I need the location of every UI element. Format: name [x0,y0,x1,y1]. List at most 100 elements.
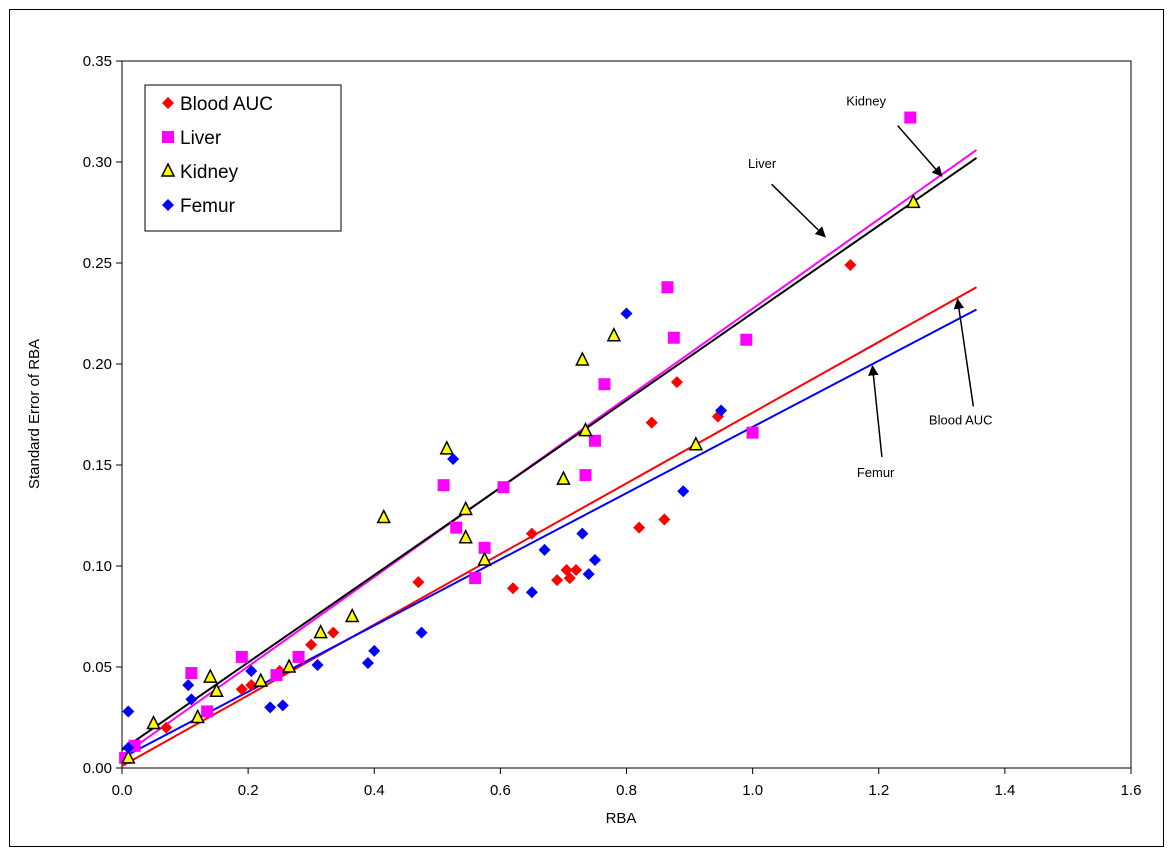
x-tick-label: 1.2 [868,782,889,799]
point-femur [525,586,538,599]
x-tick-label: 0.0 [112,782,133,799]
point-blood-auc [506,582,519,595]
x-tick-label: 0.2 [238,782,259,799]
point-kidney [477,551,492,566]
point-kidney [906,193,921,209]
point-femur [582,568,595,581]
point-blood-auc [658,513,671,526]
point-blood-auc [563,572,576,585]
legend-label-liver: Liver [180,128,222,149]
legend-label-femur: Femur [180,196,236,217]
point-femur [245,665,258,678]
point-blood-auc [235,683,248,696]
legend-marker-liver [162,131,174,143]
point-blood-auc [245,679,258,692]
annotation-arrow-liver [771,183,826,238]
point-femur [361,656,374,669]
point-blood-auc [327,626,340,639]
legend-marker-blood-auc [162,97,174,109]
point-kidney [376,508,391,524]
point-liver [450,521,463,534]
y-tick-label: 0.25 [83,255,112,272]
point-kidney [556,470,571,485]
point-femur [182,679,195,692]
point-kidney [281,658,297,673]
legend-box [144,84,342,232]
legend-marker-femur [162,199,174,211]
x-tick-label: 1.4 [994,782,1015,799]
point-liver [904,111,917,124]
legend: Blood AUC Liver Kidney Femur [144,84,342,232]
y-tick-label: 0.20 [83,356,112,373]
y-tick-label: 0.10 [83,558,112,575]
y-tick-label: 0.35 [83,53,112,70]
point-liver [437,479,450,492]
point-kidney [575,351,590,366]
point-blood-auc [551,574,564,587]
point-blood-auc [645,416,658,429]
scatter-chart: 0.0 0.2 0.4 0.6 0.8 1.0 1.2 1.4 1.6 0.00 0.05 0.10 0… [26,53,1142,827]
point-kidney [688,436,704,451]
annotation-label-kidney: Kidney [846,93,886,108]
point-blood-auc [570,564,583,577]
point-liver [740,333,753,346]
point-liver [478,541,491,554]
x-tick-label: 0.8 [616,782,637,799]
point-kidney [253,672,268,687]
point-kidney [344,607,360,623]
point-kidney [121,749,136,764]
point-femur [276,699,289,712]
point-femur [415,626,428,639]
point-blood-auc [305,638,318,651]
fit-line-kidney [121,157,978,751]
point-blood-auc [844,259,857,272]
point-liver [667,331,680,344]
point-kidney [606,327,622,342]
data-points [119,111,921,766]
point-femur [677,485,690,498]
point-blood-auc [633,521,646,534]
point-femur [368,644,381,657]
fit-line-femur [121,308,977,759]
point-blood-auc [160,721,173,734]
annotation-arrow-blood-auc [953,298,975,407]
point-blood-auc [670,376,683,389]
annotation-arrow-femur [868,364,883,457]
point-femur [264,701,277,714]
point-kidney [578,421,593,437]
x-tick-label: 1.6 [1121,782,1142,799]
legend-label-blood-auc: Blood AUC [180,94,273,115]
point-kidney [209,682,224,697]
point-kidney [203,668,218,683]
point-kidney [146,714,161,730]
point-femur [185,693,198,706]
chart-frame: 0.0 0.2 0.4 0.6 0.8 1.0 1.2 1.4 1.6 0.00 0.05 0.10 0… [9,9,1164,847]
point-liver [201,705,214,718]
point-blood-auc [412,576,425,589]
x-tick-label: 0.4 [364,782,385,799]
point-liver [497,481,510,494]
point-femur [122,705,135,718]
point-kidney [458,529,473,544]
point-kidney [313,623,328,639]
series-blood-auc [119,259,857,766]
point-liver [185,667,198,680]
point-liver [598,378,611,391]
x-tick-label: 0.6 [490,782,511,799]
point-femur [715,404,728,417]
point-kidney [439,440,454,455]
y-tick-label: 0.00 [83,760,112,777]
point-liver [235,650,248,663]
point-liver [270,669,283,682]
point-kidney [190,708,205,724]
point-liver [579,469,592,482]
axes: 0.0 0.2 0.4 0.6 0.8 1.0 1.2 1.4 1.6 0.00 0.05 0.10 0… [83,53,1142,799]
annotation-label-femur: Femur [857,465,895,480]
point-femur [311,658,324,671]
series-femur [122,307,728,754]
point-femur [620,307,633,320]
annotations: Kidney Liver Blood AUC Femur [748,93,993,480]
y-axis-label: Standard Error of RBA [26,339,43,489]
legend-label-kidney: Kidney [180,162,239,183]
point-blood-auc [525,527,538,540]
